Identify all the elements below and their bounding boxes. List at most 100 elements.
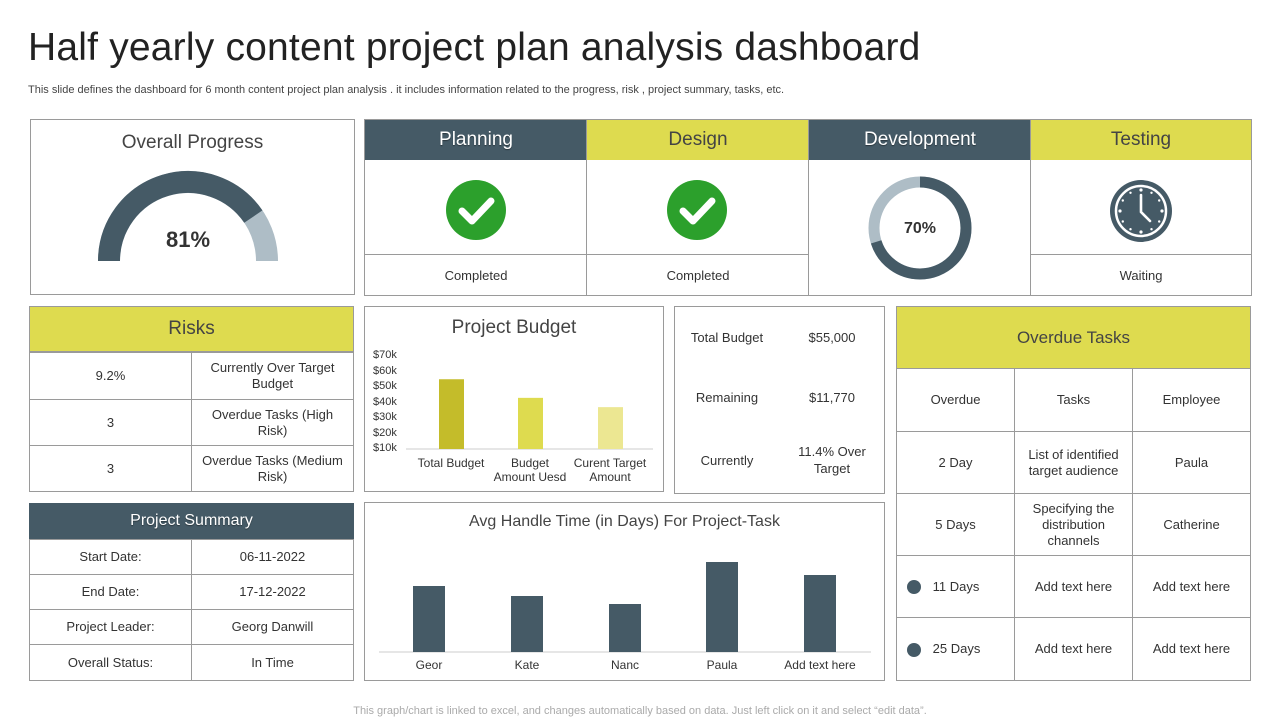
summary-label: End Date: bbox=[29, 574, 192, 610]
development-progress-value: 70% bbox=[904, 220, 936, 237]
overdue-cell: 11 Days bbox=[896, 555, 1015, 618]
risk-label: Overdue Tasks (Medium Risk) bbox=[191, 445, 354, 492]
divider bbox=[1030, 120, 1031, 295]
budget-y-tick: $10k bbox=[373, 442, 397, 454]
overall-progress-gauge: 81% bbox=[98, 171, 278, 262]
phase-design: Design Completed bbox=[587, 120, 809, 295]
phase-testing: Testing Waiting bbox=[1031, 120, 1251, 295]
budget-y-tick: $20k bbox=[373, 426, 397, 439]
phase-design-header: Design bbox=[587, 120, 809, 160]
phase-testing-header: Testing bbox=[1031, 120, 1251, 160]
summary-value: 17-12-2022 bbox=[191, 574, 354, 610]
table-row: 2 Day List of identified target audience… bbox=[896, 431, 1251, 494]
table-row: Overall Status: In Time bbox=[29, 644, 354, 681]
budget-y-tick: $60k bbox=[373, 364, 397, 377]
phase-development: Development 70% bbox=[809, 120, 1031, 295]
project-budget-title: Project Budget bbox=[451, 317, 577, 338]
phase-planning-status: Completed bbox=[365, 254, 587, 295]
budget-row: Remaining $11,770 bbox=[675, 389, 884, 409]
column-header: Employee bbox=[1132, 368, 1251, 432]
phases-panel: Planning Completed Design Completed Deve… bbox=[364, 119, 1252, 296]
overall-progress-title: Overall Progress bbox=[121, 132, 264, 153]
overdue-tasks-header: Overdue Tasks bbox=[896, 306, 1251, 369]
column-header: Overdue bbox=[896, 368, 1015, 432]
summary-value: Georg Danwill bbox=[191, 609, 354, 645]
budget-row-label: Total Budget bbox=[690, 330, 764, 345]
status-dot-icon bbox=[907, 642, 921, 657]
avg-handle-time-title: Avg Handle Time (in Days) For Project-Ta… bbox=[469, 513, 780, 530]
task-cell: Add text here bbox=[1014, 617, 1133, 681]
risk-value: 3 bbox=[29, 445, 192, 492]
divider bbox=[808, 120, 809, 295]
avg-handle-time-chart bbox=[379, 562, 871, 653]
overall-progress-value: 81% bbox=[166, 227, 210, 252]
employee-cell: Catherine bbox=[1132, 493, 1251, 556]
table-row: 5 Days Specifying the distribution chann… bbox=[896, 493, 1251, 556]
overdue-value: 11 Days bbox=[932, 578, 980, 594]
budget-x-label: Budget Amount Uesd bbox=[493, 456, 567, 484]
avg-handle-time-panel: Avg Handle Time (in Days) For Project-Ta… bbox=[364, 502, 885, 681]
table-row: Start Date: 06-11-2022 bbox=[29, 539, 354, 575]
budget-bar bbox=[598, 407, 623, 449]
table-row: Project Leader: Georg Danwill bbox=[29, 609, 354, 645]
employee-cell: Paula bbox=[1132, 431, 1251, 494]
budget-y-tick: $30k bbox=[373, 411, 397, 423]
employee-cell: Add text here bbox=[1132, 555, 1251, 618]
check-circle-icon bbox=[667, 180, 727, 240]
page-title: Half yearly content project plan analysi… bbox=[28, 26, 921, 69]
project-budget-chart bbox=[406, 379, 653, 450]
risk-label: Currently Over Target Budget bbox=[191, 352, 354, 400]
handle-time-bar bbox=[804, 575, 836, 652]
divider bbox=[586, 120, 587, 295]
budget-row: Total Budget $55,000 bbox=[675, 329, 884, 349]
task-cell: Specifying the distribution channels bbox=[1014, 493, 1133, 556]
table-row: 11 Days Add text here Add text here bbox=[896, 555, 1251, 618]
budget-row: Currently 11.4% Over Target bbox=[675, 443, 884, 479]
status-dot-icon bbox=[907, 580, 921, 595]
table-row: 25 Days Add text here Add text here bbox=[896, 617, 1251, 681]
table-row: 3 Overdue Tasks (High Risk) bbox=[29, 399, 354, 446]
table-row: 3 Overdue Tasks (Medium Risk) bbox=[29, 445, 354, 492]
summary-value: In Time bbox=[191, 644, 354, 681]
budget-y-tick: $70k bbox=[373, 349, 397, 361]
development-progress-fill bbox=[868, 176, 972, 280]
overdue-cell: 25 Days bbox=[896, 617, 1015, 681]
project-budget-panel: Project Budget $70k $60k $50k $40k $30k $20k $… bbox=[364, 306, 664, 492]
employee-cell: Add text here bbox=[1132, 617, 1251, 681]
budget-x-label: Total Budget bbox=[417, 456, 485, 470]
summary-label: Start Date: bbox=[29, 539, 192, 575]
budget-row-value: $55,000 bbox=[808, 330, 856, 345]
risks-table: 9.2% Currently Over Target Budget 3 Over… bbox=[29, 352, 354, 492]
budget-row-label: Currently bbox=[700, 453, 754, 468]
gauge-fill bbox=[98, 171, 263, 262]
handle-time-x-label: Geor bbox=[415, 658, 443, 672]
handle-time-x-label: Paula bbox=[706, 658, 738, 672]
summary-label: Overall Status: bbox=[29, 644, 192, 681]
handle-time-x-label: Kate bbox=[514, 658, 540, 672]
risk-value: 3 bbox=[29, 399, 192, 446]
handle-time-x-label: Add text here bbox=[784, 658, 856, 672]
summary-value: 06-11-2022 bbox=[191, 539, 354, 575]
development-progress-donut: 70% bbox=[868, 176, 972, 280]
overdue-cell: 5 Days bbox=[896, 493, 1015, 556]
budget-row-label: Remaining bbox=[695, 390, 759, 405]
footer-note: This graph/chart is linked to excel, and… bbox=[353, 705, 927, 717]
phase-design-status: Completed bbox=[587, 254, 809, 295]
overdue-tasks-table: Overdue Tasks Employee 2 Day List of ide… bbox=[896, 368, 1251, 681]
phase-planning: Planning Completed bbox=[365, 120, 587, 295]
clock-icon bbox=[1110, 180, 1172, 242]
handle-time-bar bbox=[706, 562, 738, 652]
page-subtitle: This slide defines the dashboard for 6 m… bbox=[28, 84, 785, 96]
task-cell: List of identified target audience bbox=[1014, 431, 1133, 494]
phase-development-header: Development bbox=[809, 120, 1031, 160]
budget-bar bbox=[518, 397, 543, 449]
overdue-value: 25 Days bbox=[932, 641, 981, 656]
task-cell: Add text here bbox=[1014, 555, 1133, 618]
budget-y-tick: $50k bbox=[373, 380, 397, 392]
check-circle-icon bbox=[446, 180, 506, 240]
handle-time-bar bbox=[511, 596, 543, 652]
budget-y-tick: $40k bbox=[373, 395, 397, 408]
budget-summary-panel: Total Budget $55,000 Remaining $11,770 C… bbox=[674, 306, 885, 494]
budget-row-value: $11,770 bbox=[808, 390, 856, 405]
budget-x-label: Curent Target Amount bbox=[573, 456, 647, 484]
